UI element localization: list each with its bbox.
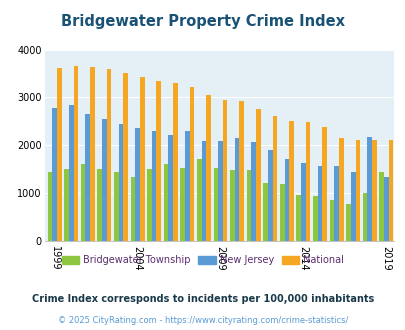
Bar <box>246 170 251 241</box>
Bar <box>301 163 305 241</box>
Bar <box>234 138 239 241</box>
Bar <box>338 138 343 241</box>
Bar <box>196 159 201 241</box>
Bar <box>296 195 301 241</box>
Bar <box>355 141 359 241</box>
Bar <box>180 168 185 241</box>
Bar <box>333 166 338 241</box>
Bar <box>151 131 156 241</box>
Bar <box>57 68 62 241</box>
Bar <box>222 100 227 241</box>
Bar <box>322 127 326 241</box>
Bar <box>168 135 173 241</box>
Bar <box>114 172 118 241</box>
Bar <box>305 122 309 241</box>
Bar <box>350 173 355 241</box>
Bar <box>118 124 123 241</box>
Legend: Bridgewater Township, New Jersey, National: Bridgewater Township, New Jersey, Nation… <box>58 251 347 269</box>
Bar <box>371 141 376 241</box>
Bar <box>173 83 177 241</box>
Bar <box>73 66 78 241</box>
Bar <box>156 81 161 241</box>
Bar <box>135 128 140 241</box>
Bar <box>85 114 90 241</box>
Bar <box>147 169 151 241</box>
Bar <box>102 119 107 241</box>
Bar <box>279 184 284 241</box>
Bar <box>213 168 217 241</box>
Bar <box>378 173 383 241</box>
Bar <box>123 73 128 241</box>
Bar <box>201 141 206 241</box>
Bar <box>185 131 189 241</box>
Bar <box>288 121 293 241</box>
Bar <box>230 170 234 241</box>
Bar <box>163 164 168 241</box>
Bar <box>107 69 111 241</box>
Text: Crime Index corresponds to incidents per 100,000 inhabitants: Crime Index corresponds to incidents per… <box>32 294 373 304</box>
Bar <box>255 109 260 241</box>
Bar <box>317 166 322 241</box>
Bar <box>284 159 288 241</box>
Bar <box>362 193 367 241</box>
Text: Bridgewater Property Crime Index: Bridgewater Property Crime Index <box>61 14 344 29</box>
Bar <box>97 169 102 241</box>
Bar <box>81 164 85 241</box>
Bar <box>217 141 222 241</box>
Bar <box>388 141 392 241</box>
Bar <box>69 105 73 241</box>
Bar <box>312 196 317 241</box>
Bar <box>64 169 69 241</box>
Bar <box>345 204 350 241</box>
Bar <box>47 172 52 241</box>
Bar <box>367 137 371 241</box>
Bar <box>140 77 144 241</box>
Bar <box>130 177 135 241</box>
Bar <box>329 200 333 241</box>
Bar <box>267 150 272 241</box>
Text: © 2025 CityRating.com - https://www.cityrating.com/crime-statistics/: © 2025 CityRating.com - https://www.city… <box>58 316 347 325</box>
Bar <box>189 87 194 241</box>
Bar <box>251 142 255 241</box>
Bar <box>383 177 388 241</box>
Bar <box>239 101 243 241</box>
Bar <box>262 183 267 241</box>
Bar <box>90 67 94 241</box>
Bar <box>206 95 210 241</box>
Bar <box>272 115 277 241</box>
Bar <box>52 108 57 241</box>
